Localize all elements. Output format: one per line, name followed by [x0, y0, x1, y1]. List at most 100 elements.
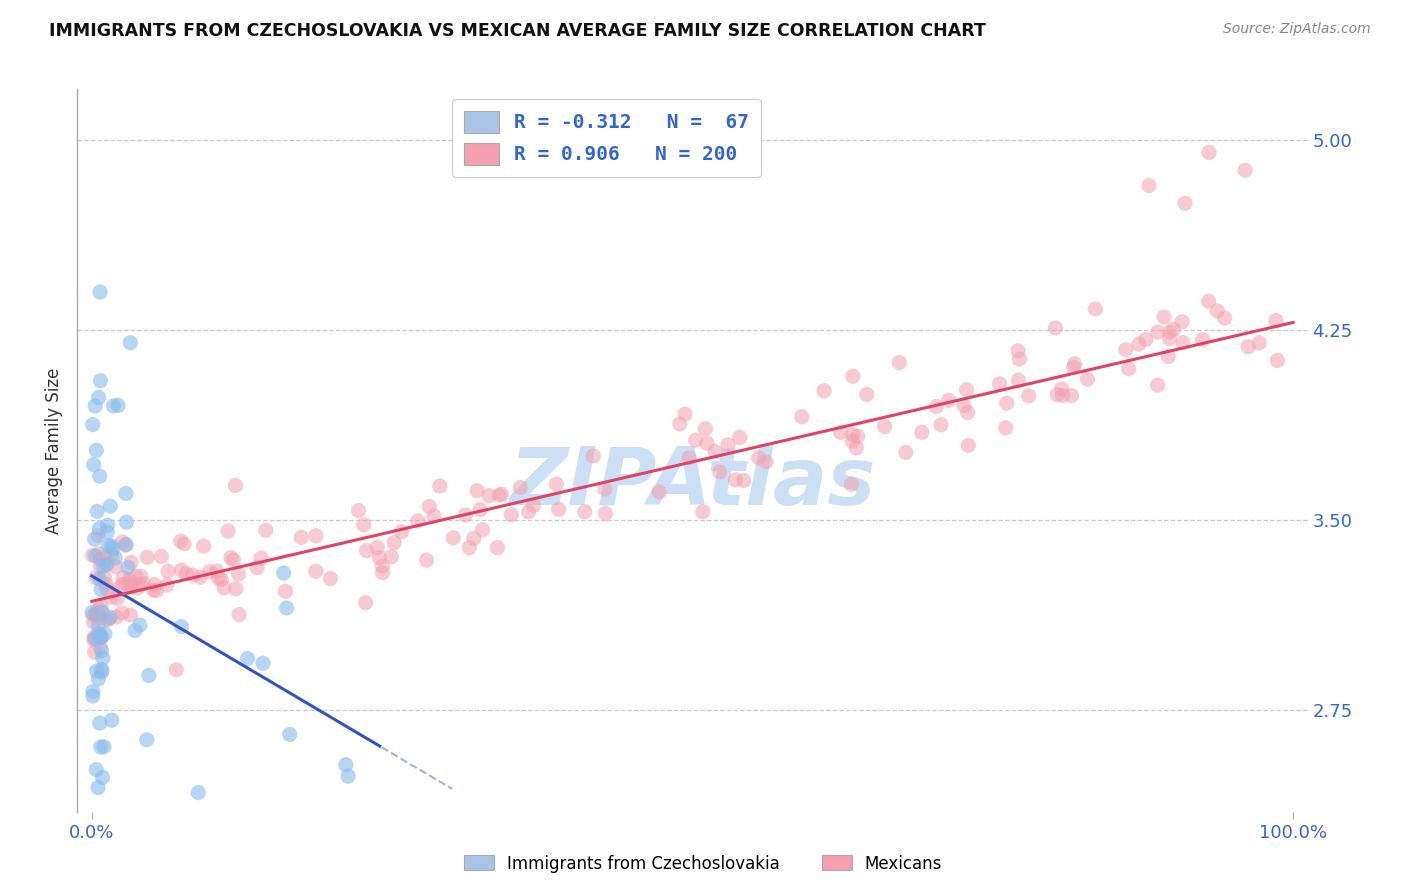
Point	[96, 550, 118, 565]
Point	[371, 559, 394, 574]
Point	[254, 524, 277, 538]
Point	[93, 739, 115, 754]
Point	[181, 568, 204, 582]
Point	[98, 499, 121, 513]
Point	[93, 570, 115, 584]
Point	[165, 663, 187, 677]
Text: ZIPAtlas: ZIPAtlas	[509, 444, 876, 522]
Point	[97, 539, 120, 553]
Point	[90, 631, 112, 645]
Point	[96, 525, 118, 540]
Point	[465, 483, 488, 498]
Point	[96, 613, 118, 627]
Point	[205, 564, 228, 578]
Point	[100, 539, 122, 553]
Point	[1234, 163, 1257, 178]
Point	[423, 508, 446, 523]
Point	[841, 434, 863, 449]
Point	[929, 417, 952, 432]
Point	[129, 618, 152, 632]
Point	[1050, 382, 1073, 396]
Point	[418, 500, 440, 514]
Point	[127, 581, 149, 595]
Point	[90, 663, 112, 677]
Point	[91, 605, 114, 619]
Point	[1007, 343, 1029, 358]
Point	[547, 502, 569, 516]
Point	[305, 529, 328, 543]
Point	[91, 559, 114, 574]
Point	[86, 664, 108, 678]
Point	[748, 450, 770, 465]
Point	[87, 780, 110, 795]
Point	[90, 599, 112, 613]
Point	[1063, 360, 1085, 375]
Point	[1206, 304, 1229, 318]
Point	[114, 538, 136, 552]
Point	[1007, 373, 1029, 387]
Point	[89, 626, 111, 640]
Point	[1198, 145, 1220, 160]
Point	[1060, 388, 1083, 402]
Point	[222, 553, 245, 567]
Point	[356, 543, 378, 558]
Point	[692, 505, 714, 519]
Point	[89, 521, 111, 535]
Point	[894, 445, 917, 459]
Point	[1171, 315, 1194, 329]
Legend: R = -0.312   N =  67, R = 0.906   N = 200: R = -0.312 N = 67, R = 0.906 N = 200	[451, 99, 761, 177]
Point	[574, 505, 596, 519]
Point	[173, 537, 195, 551]
Point	[988, 376, 1011, 391]
Point	[593, 482, 616, 496]
Point	[696, 436, 718, 450]
Point	[104, 559, 127, 574]
Point	[87, 602, 110, 616]
Point	[1046, 388, 1069, 402]
Y-axis label: Average Family Size: Average Family Size	[45, 368, 63, 533]
Point	[956, 406, 979, 420]
Point	[478, 489, 501, 503]
Point	[509, 480, 531, 494]
Point	[406, 514, 429, 528]
Point	[468, 503, 491, 517]
Point	[224, 478, 246, 492]
Point	[1157, 350, 1180, 364]
Point	[90, 582, 112, 597]
Point	[842, 369, 865, 384]
Point	[841, 427, 863, 442]
Point	[96, 558, 118, 572]
Point	[458, 541, 481, 555]
Point	[87, 672, 110, 686]
Text: IMMIGRANTS FROM CZECHOSLOVAKIA VS MEXICAN AVERAGE FAMILY SIZE CORRELATION CHART: IMMIGRANTS FROM CZECHOSLOVAKIA VS MEXICA…	[49, 22, 986, 40]
Point	[112, 571, 135, 585]
Point	[371, 566, 394, 580]
Point	[276, 601, 298, 615]
Point	[101, 541, 124, 556]
Point	[82, 606, 104, 620]
Point	[1159, 325, 1181, 339]
Point	[209, 573, 232, 587]
Point	[225, 582, 247, 596]
Point	[994, 421, 1017, 435]
Point	[1115, 343, 1137, 357]
Point	[83, 633, 105, 648]
Point	[207, 571, 229, 585]
Point	[115, 538, 138, 552]
Point	[724, 473, 747, 487]
Point	[157, 564, 180, 578]
Point	[873, 419, 896, 434]
Point	[103, 399, 125, 413]
Point	[97, 518, 120, 533]
Point	[96, 577, 118, 591]
Point	[120, 608, 142, 623]
Point	[100, 547, 122, 561]
Point	[84, 763, 107, 777]
Point	[441, 531, 464, 545]
Point	[856, 387, 879, 401]
Point	[429, 479, 451, 493]
Point	[911, 425, 934, 440]
Point	[83, 458, 105, 472]
Point	[1076, 372, 1098, 386]
Point	[335, 757, 357, 772]
